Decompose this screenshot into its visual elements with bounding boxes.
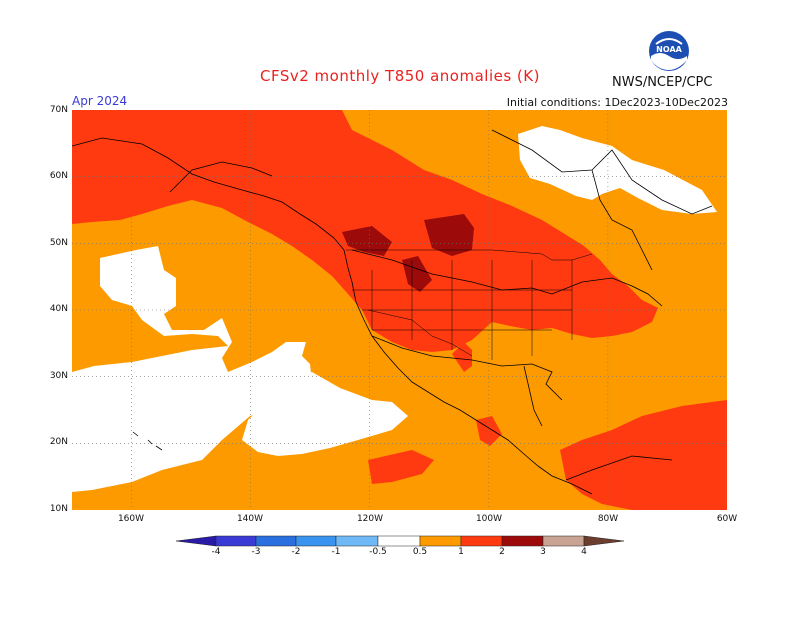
colorbar-label: -4 [211,547,221,557]
colorbar-label: -2 [291,547,301,557]
colorbar-arrow-high [583,535,625,547]
colorbar-arrow-low [176,535,217,547]
chart-title: CFSv2 monthly T850 anomalies (K) [260,67,540,85]
colorbar-swatch [501,535,544,547]
lat-label: 70N [49,105,68,115]
logo-text: NOAA [656,45,682,54]
initial-conditions: Initial conditions: 1Dec2023-10Dec2023 [506,96,728,109]
colorbar-label: 1 [458,547,464,557]
lat-label: 50N [49,238,68,248]
lon-label: 160W [117,514,145,524]
agency-label: NWS/NCEP/CPC [612,75,713,90]
colorbar-swatch [255,535,297,547]
neutral-regions [72,126,717,492]
colorbar-label: 4 [581,547,587,557]
lat-label: 10N [49,504,68,514]
colorbar-label: -0.5 [369,547,387,557]
colorbar-swatch [419,535,462,547]
colorbar [176,535,625,547]
colorbar-label: 0.5 [412,547,428,557]
coastlines [72,129,713,495]
colorbar-label: -3 [251,547,261,557]
lon-label: 120W [356,514,384,524]
lon-label: 140W [236,514,264,524]
colorbar-swatch [215,535,257,547]
anomaly-map [72,110,727,510]
lat-label: 40N [49,304,68,314]
colorbar-swatch [460,535,503,547]
warm-2-3-regions [342,214,474,292]
colorbar-swatch [542,535,585,547]
colorbar-swatch [335,535,379,547]
lon-label: 80W [597,514,619,524]
lat-label: 60N [49,171,68,181]
colorbar-swatch [295,535,337,547]
lat-label: 30N [49,371,68,381]
lon-label: 100W [475,514,503,524]
political-borders [346,249,593,360]
colorbar-label: 3 [540,547,546,557]
lon-label: 60W [716,514,738,524]
colorbar-label: 2 [499,547,505,557]
colorbar-swatch [377,535,421,547]
lat-label: 20N [49,437,68,447]
colorbar-label: -1 [331,547,341,557]
valid-month: Apr 2024 [72,94,128,108]
noaa-logo-icon: NOAA [649,31,689,71]
